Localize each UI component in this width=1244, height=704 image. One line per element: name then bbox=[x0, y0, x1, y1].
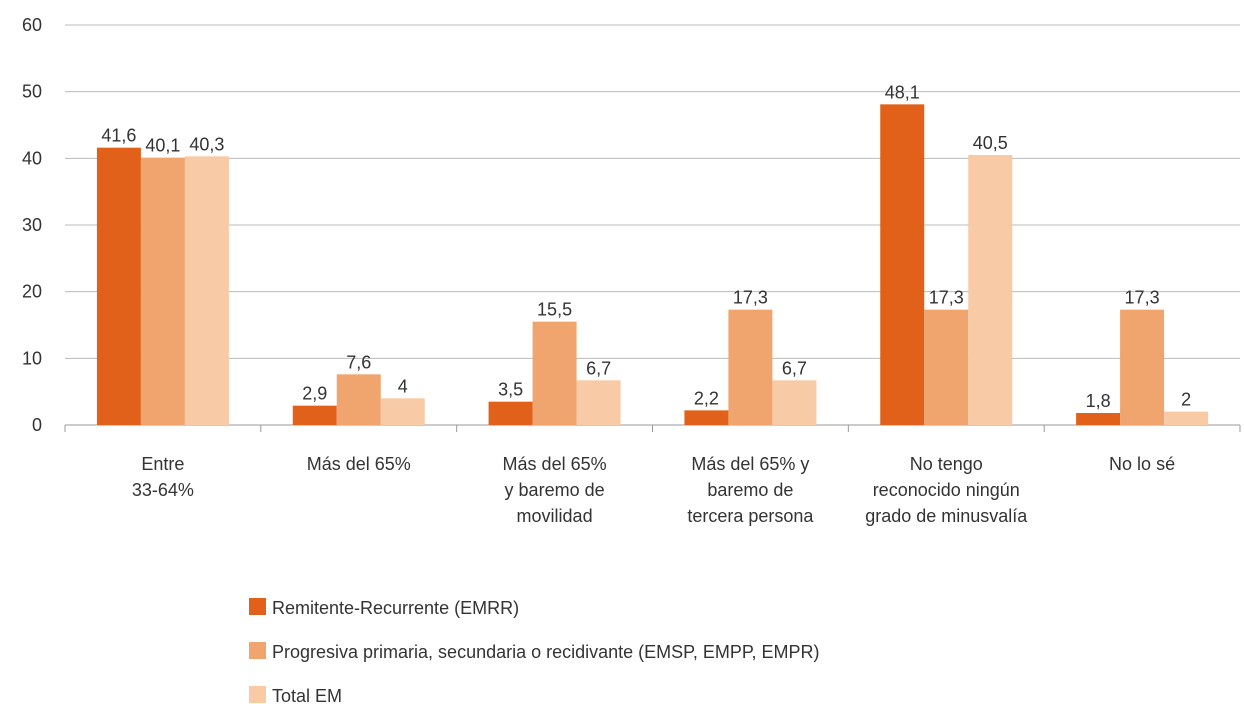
bar bbox=[880, 104, 925, 425]
x-tick-label: Más del 65% y baremo de tercera persona bbox=[687, 454, 814, 526]
y-tick-label: 10 bbox=[22, 348, 42, 368]
bar bbox=[336, 374, 381, 425]
legend-swatch bbox=[249, 686, 266, 703]
bar bbox=[1164, 411, 1209, 425]
x-tick-label: Más del 65% bbox=[307, 454, 411, 474]
data-label: 2,2 bbox=[694, 388, 719, 408]
data-label: 17,3 bbox=[1125, 288, 1160, 308]
bar bbox=[772, 380, 817, 425]
data-label: 15,5 bbox=[537, 300, 572, 320]
legend-swatch bbox=[249, 642, 266, 659]
bar bbox=[488, 401, 533, 425]
data-label: 48,1 bbox=[885, 82, 920, 102]
data-label: 40,1 bbox=[145, 136, 180, 156]
data-label: 1,8 bbox=[1086, 391, 1111, 411]
data-label: 7,6 bbox=[346, 352, 371, 372]
data-label: 2,9 bbox=[302, 384, 327, 404]
data-label: 17,3 bbox=[733, 288, 768, 308]
x-tick-label: No tengo reconocido ningún grado de minusv… bbox=[865, 454, 1028, 526]
bar bbox=[292, 405, 337, 425]
data-label: 17,3 bbox=[929, 288, 964, 308]
legend-swatch bbox=[249, 598, 266, 615]
data-label: 2 bbox=[1181, 390, 1191, 410]
bar bbox=[684, 410, 729, 425]
x-tick-label: Más del 65% y baremo de movilidad bbox=[503, 454, 607, 526]
y-tick-label: 30 bbox=[22, 215, 42, 235]
bar bbox=[140, 157, 185, 425]
data-label: 6,7 bbox=[586, 358, 611, 378]
data-label: 41,6 bbox=[101, 126, 136, 146]
y-tick-label: 20 bbox=[22, 282, 42, 302]
bar bbox=[924, 309, 969, 425]
legend-label: Remitente-Recurrente (EMRR) bbox=[272, 598, 519, 618]
y-tick-label: 0 bbox=[32, 415, 42, 435]
bar bbox=[96, 147, 141, 425]
bar bbox=[532, 321, 577, 425]
legend-label: Total EM bbox=[272, 686, 342, 704]
bar bbox=[1076, 413, 1121, 425]
bar bbox=[1120, 309, 1165, 425]
data-label: 40,3 bbox=[189, 134, 224, 154]
data-label: 3,5 bbox=[498, 380, 523, 400]
bar bbox=[380, 398, 425, 425]
data-label: 4 bbox=[398, 376, 408, 396]
y-tick-label: 50 bbox=[22, 82, 42, 102]
bar bbox=[968, 155, 1013, 425]
legend-label: Progresiva primaria, secundaria o recidi… bbox=[272, 642, 820, 662]
y-tick-label: 60 bbox=[22, 15, 42, 35]
bar bbox=[576, 380, 621, 425]
bar bbox=[184, 156, 229, 426]
x-tick-label: No lo sé bbox=[1109, 454, 1175, 474]
data-label: 40,5 bbox=[973, 133, 1008, 153]
y-tick-label: 40 bbox=[22, 148, 42, 168]
x-tick-label: Entre 33-64% bbox=[132, 454, 194, 500]
data-label: 6,7 bbox=[782, 358, 807, 378]
bar bbox=[728, 309, 773, 425]
